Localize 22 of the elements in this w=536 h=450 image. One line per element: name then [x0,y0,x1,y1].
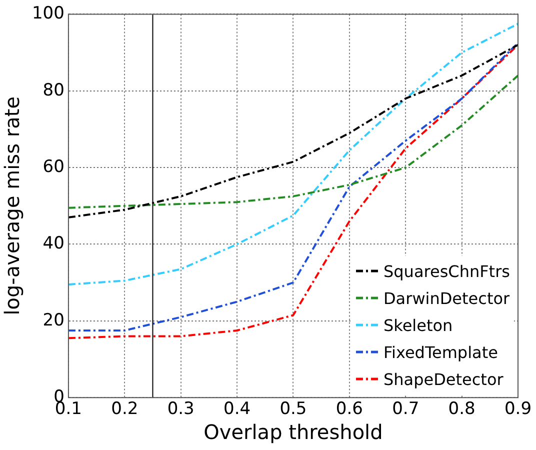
x-tick-label: 0.2 [111,399,138,420]
y-tick-label: 20 [42,310,64,330]
legend-label: SquaresChnFtrs [383,262,510,281]
y-tick-label: 100 [32,4,64,24]
legend-label: DarwinDetector [383,288,510,308]
y-tick-label: 60 [42,156,64,177]
legend-label: FixedTemplate [383,342,498,362]
x-tick-label: 0.7 [392,399,420,420]
x-tick-label: 0.8 [448,399,476,420]
x-tick-label: 0.5 [280,399,307,420]
y-tick-label: 80 [42,80,64,100]
x-tick-label: 0.9 [504,399,532,420]
x-axis-title: Overlap threshold [204,420,383,444]
x-tick-label: 0.3 [167,399,194,420]
line-series [68,74,518,209]
x-tick-label: 0.4 [224,399,251,420]
y-axis-title: log-average miss rate [0,96,24,316]
line-series [68,22,518,286]
legend-label: ShapeDetector [383,370,504,389]
legend-label: Skeleton [383,316,453,335]
x-tick-label: 0.6 [336,399,363,420]
y-tick-label: 40 [42,234,64,254]
